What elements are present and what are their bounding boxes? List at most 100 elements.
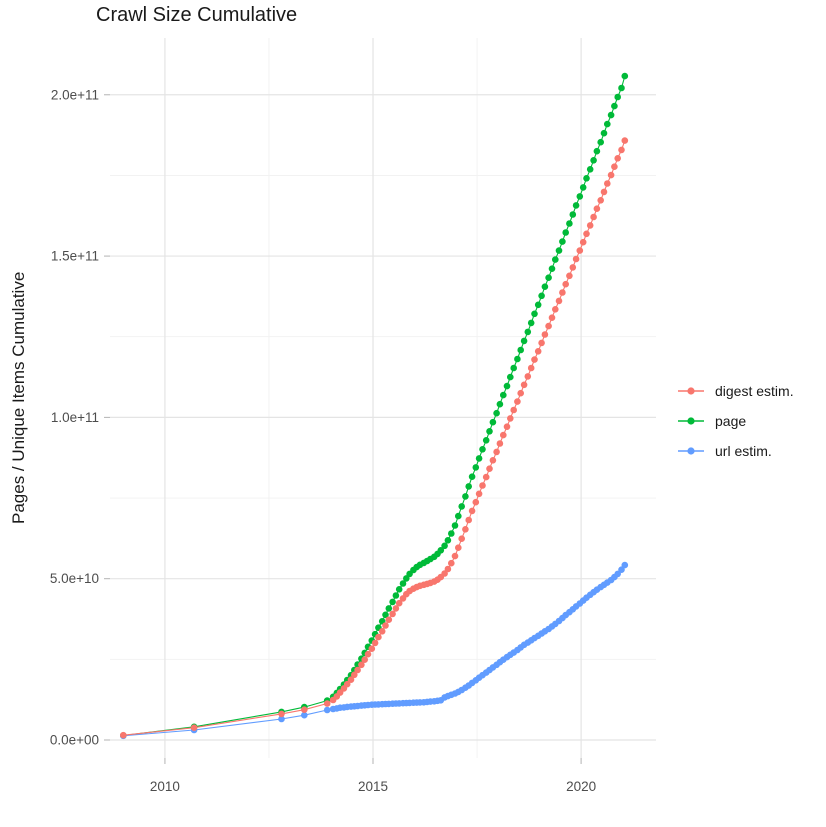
data-point bbox=[500, 431, 507, 439]
data-point bbox=[486, 465, 493, 473]
data-point bbox=[343, 680, 351, 688]
data-point bbox=[493, 409, 500, 417]
data-point bbox=[531, 356, 538, 363]
data-point bbox=[562, 229, 569, 236]
data-point bbox=[503, 423, 511, 431]
data-point bbox=[468, 507, 476, 515]
data-point bbox=[593, 205, 601, 212]
data-point bbox=[482, 473, 490, 481]
data-point bbox=[301, 711, 308, 719]
data-point bbox=[590, 157, 597, 164]
legend-key-digest-estim-icon bbox=[678, 387, 704, 395]
data-point bbox=[361, 656, 369, 663]
y-tick-label: 2.0e+11 bbox=[51, 87, 99, 102]
chart-title: Crawl Size Cumulative bbox=[96, 4, 298, 26]
data-point bbox=[607, 111, 615, 119]
data-point bbox=[371, 639, 379, 647]
data-point bbox=[468, 473, 476, 481]
data-point bbox=[548, 265, 556, 273]
data-point bbox=[583, 230, 590, 238]
data-point bbox=[569, 264, 577, 271]
data-point bbox=[465, 483, 473, 490]
data-point bbox=[514, 355, 521, 363]
data-point bbox=[458, 503, 466, 510]
data-point bbox=[576, 193, 584, 200]
data-point bbox=[593, 147, 601, 155]
axis-ticks bbox=[104, 94, 582, 764]
data-point bbox=[448, 559, 455, 567]
data-point bbox=[538, 292, 545, 300]
data-point bbox=[517, 389, 524, 397]
data-point bbox=[510, 406, 517, 414]
y-tick-label: 0.0e+00 bbox=[50, 732, 99, 747]
data-point bbox=[621, 72, 629, 80]
legend-label-digest-estim: digest estim. bbox=[715, 383, 794, 399]
legend-item-url-estim: url estim. bbox=[676, 443, 794, 459]
data-point bbox=[190, 724, 198, 731]
data-point bbox=[559, 289, 566, 296]
data-point bbox=[392, 592, 400, 599]
data-point bbox=[444, 565, 452, 573]
data-point bbox=[572, 255, 580, 263]
series-digest-estim bbox=[120, 137, 629, 739]
data-point bbox=[572, 202, 580, 209]
data-point bbox=[455, 544, 462, 551]
data-point bbox=[579, 184, 587, 191]
y-axis-labels: 0.0e+00 5.0e+10 1.0e+11 1.5e+11 2.0e+11 bbox=[50, 87, 99, 747]
data-point bbox=[451, 522, 459, 529]
data-point bbox=[448, 530, 455, 537]
x-tick-label: 2020 bbox=[566, 779, 596, 794]
y-tick-label: 5.0e+10 bbox=[50, 571, 99, 586]
data-point bbox=[555, 297, 563, 305]
data-point bbox=[496, 400, 504, 408]
data-point bbox=[479, 446, 486, 453]
data-point bbox=[395, 599, 403, 607]
data-point bbox=[618, 566, 625, 573]
y-tick-label: 1.0e+11 bbox=[51, 410, 99, 425]
data-point bbox=[500, 391, 507, 399]
data-point bbox=[437, 547, 445, 554]
data-point bbox=[590, 213, 597, 221]
data-point bbox=[351, 671, 358, 679]
data-point bbox=[475, 455, 483, 462]
data-point bbox=[611, 163, 618, 170]
data-point bbox=[375, 633, 382, 641]
data-point bbox=[482, 437, 490, 444]
data-point bbox=[604, 120, 611, 128]
data-point bbox=[614, 570, 621, 578]
data-point bbox=[389, 598, 396, 606]
data-point bbox=[444, 537, 452, 544]
data-point bbox=[364, 650, 372, 658]
data-point bbox=[378, 628, 386, 635]
data-point bbox=[618, 84, 625, 92]
data-point bbox=[579, 238, 587, 246]
data-point bbox=[611, 102, 618, 110]
data-point bbox=[597, 197, 604, 204]
legend-item-digest-estim: digest estim. bbox=[676, 383, 794, 399]
gridlines-major bbox=[110, 38, 656, 758]
data-point bbox=[382, 611, 389, 619]
data-point bbox=[462, 526, 469, 533]
data-point bbox=[621, 137, 629, 144]
data-point bbox=[278, 710, 285, 718]
data-point bbox=[541, 331, 549, 338]
data-point bbox=[392, 605, 400, 612]
data-point bbox=[569, 211, 577, 218]
data-point bbox=[455, 512, 462, 520]
data-point bbox=[472, 498, 480, 506]
data-point bbox=[462, 493, 469, 500]
x-tick-label: 2010 bbox=[150, 779, 180, 794]
data-point bbox=[399, 580, 407, 587]
data-point bbox=[597, 138, 604, 146]
data-point bbox=[538, 339, 545, 347]
data-point bbox=[524, 328, 532, 336]
data-point bbox=[475, 490, 483, 498]
legend-key-page-icon bbox=[678, 417, 704, 425]
data-point bbox=[358, 661, 365, 669]
data-point bbox=[614, 93, 621, 101]
data-point bbox=[600, 188, 608, 196]
data-point bbox=[520, 381, 528, 389]
data-point bbox=[493, 448, 500, 456]
data-point bbox=[120, 731, 127, 739]
